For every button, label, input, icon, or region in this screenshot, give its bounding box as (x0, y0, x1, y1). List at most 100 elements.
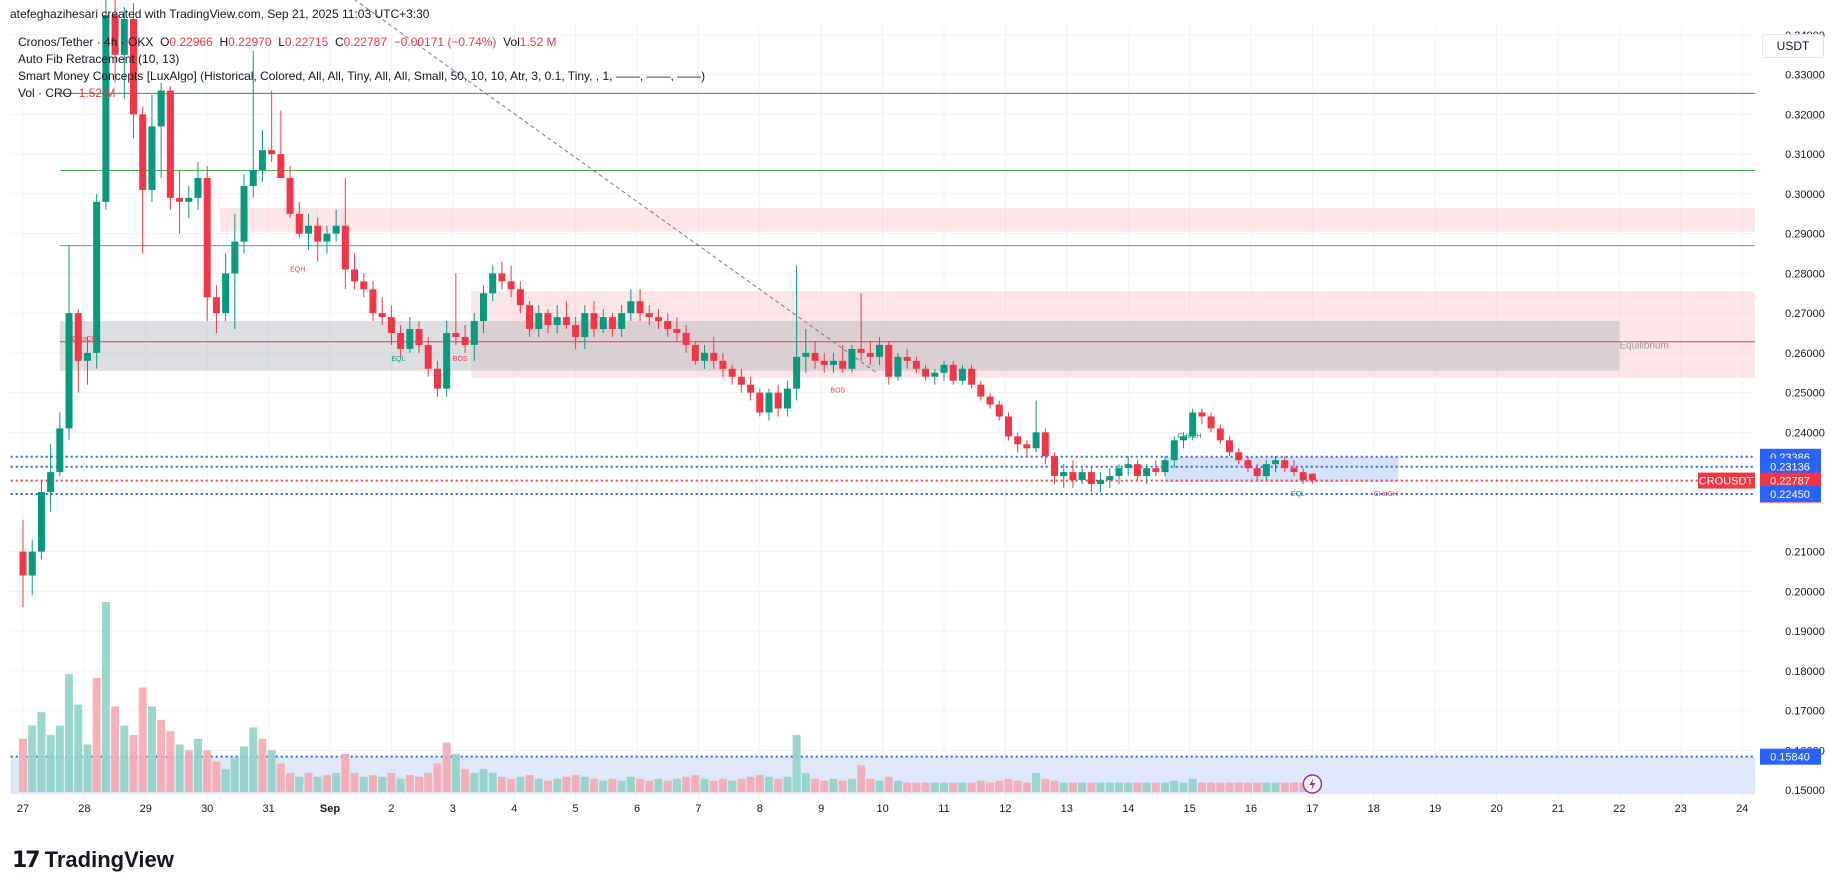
date-tick-label: 21 (1552, 803, 1564, 815)
candle (1143, 464, 1151, 485)
smc-label-eqh: EQH (290, 266, 305, 273)
candle-body (74, 313, 82, 361)
candle (894, 352, 902, 381)
candle (83, 336, 91, 385)
candle-body (286, 178, 294, 214)
candle (1097, 472, 1105, 492)
volume-bar (709, 780, 718, 792)
candle-body (940, 364, 948, 373)
smc-label-choch: CHoCH (1177, 433, 1201, 440)
candle-body (194, 178, 202, 198)
volume-bar (1289, 782, 1298, 792)
tradingview-logo-text: TradingView (44, 847, 174, 872)
smc-label-eql: EQL (1291, 491, 1305, 498)
candle-body (654, 317, 662, 322)
candle-body (1299, 472, 1307, 481)
candle (783, 380, 791, 417)
volume-bar (74, 704, 83, 792)
candle-body (544, 313, 552, 326)
indicator-smc[interactable]: Smart Money Concepts [LuxAlgo] (Historic… (18, 69, 706, 83)
volume-bar (525, 774, 534, 792)
candle-body (1207, 416, 1215, 429)
bolt-glyph-icon (1309, 778, 1316, 790)
volume-bar (378, 776, 387, 792)
volume-bar (1022, 782, 1031, 792)
candle (56, 412, 64, 477)
candle (406, 317, 414, 353)
candle (912, 356, 920, 373)
candle (1299, 468, 1307, 485)
candle (240, 174, 248, 254)
volume-bar (571, 774, 580, 792)
volume-bar (645, 780, 654, 792)
indicator-volume[interactable]: Vol · CRO 1.52 M (18, 86, 115, 100)
price-tick-label: 0.27000 (1785, 308, 1825, 320)
volume-bar (746, 776, 755, 792)
volume-bar (405, 774, 414, 792)
candle (415, 321, 423, 353)
volume-bar (847, 778, 856, 792)
candle (1115, 464, 1123, 485)
candle (332, 209, 340, 242)
candle-body (1198, 412, 1206, 417)
candle (433, 360, 441, 397)
candle (498, 261, 506, 290)
candle-body (802, 352, 810, 357)
candle (701, 344, 709, 369)
candle (1087, 468, 1095, 492)
candle-body (378, 313, 386, 318)
candle-body (1124, 464, 1132, 469)
volume-bar (111, 706, 120, 792)
candle-body (480, 293, 487, 322)
candle-body (562, 317, 570, 326)
price-level-tag-text: 0.22450 (1770, 489, 1810, 501)
volume-bar (599, 780, 608, 792)
candle-body (1069, 472, 1077, 481)
volume-bar (1225, 782, 1234, 792)
candle-body (765, 392, 773, 413)
smc-label-bos: BOS (453, 356, 468, 363)
volume-bar (682, 776, 691, 792)
candle (664, 313, 672, 337)
candle-body (608, 317, 616, 330)
symbol-name[interactable]: Cronos/Tether · 4h · OKX (18, 35, 154, 49)
candle (130, 3, 138, 139)
candle-body (1004, 416, 1012, 437)
volume-bar (1133, 782, 1142, 792)
candle (1152, 460, 1160, 477)
volume-bar (1032, 773, 1041, 792)
volume-bar (1262, 782, 1271, 792)
volume-bar (718, 778, 727, 792)
volume-label: Vol (503, 35, 520, 49)
candle (820, 352, 828, 373)
volume-bar (240, 746, 249, 792)
candle-body (793, 356, 801, 389)
candle (1290, 460, 1298, 477)
candle (903, 348, 911, 369)
candle (1041, 428, 1049, 465)
smc-label-choch: CHoCH (72, 336, 96, 343)
candle-body (876, 344, 884, 357)
candle (305, 213, 313, 250)
volume-bar (1234, 782, 1243, 792)
currency-button[interactable]: USDT (1762, 34, 1824, 58)
volume-bar (166, 731, 175, 792)
candle (618, 305, 626, 337)
candle-body (1023, 444, 1031, 449)
indicator-fib[interactable]: Auto Fib Retracement (10, 13) (18, 52, 180, 66)
candle (636, 289, 644, 322)
candle (581, 305, 589, 349)
volume-bar (203, 750, 212, 792)
close-label: C (334, 35, 344, 49)
candle (599, 309, 607, 334)
candle-body (314, 225, 322, 242)
candle-body (1244, 460, 1252, 469)
candle (295, 201, 303, 238)
candle-body (820, 360, 828, 365)
volume-bar (368, 774, 377, 792)
candle-body (452, 333, 460, 337)
candle-body (922, 368, 930, 377)
candle (627, 289, 635, 322)
volume-bar (949, 782, 958, 792)
